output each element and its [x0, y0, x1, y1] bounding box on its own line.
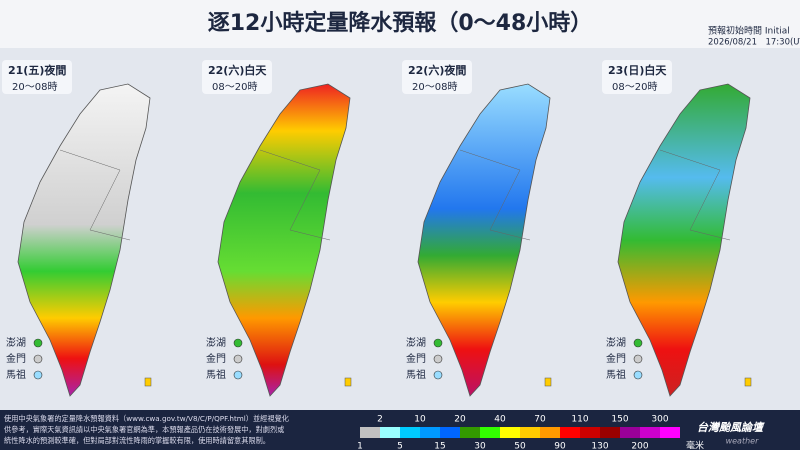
title-bar — [0, 0, 800, 48]
island-dot — [233, 354, 243, 364]
legend-label: 20 — [454, 415, 466, 425]
legend-label: 40 — [494, 415, 506, 425]
panel-day: 22(六)夜間 — [408, 63, 466, 77]
legend-cell — [360, 427, 380, 438]
title: 逐12小時定量降水預報（0～48小時） — [208, 10, 593, 36]
legend-label: 15 — [434, 442, 445, 450]
brand-sub: weather — [726, 437, 759, 446]
legend-cell — [460, 427, 480, 438]
legend-label: 50 — [514, 442, 526, 450]
legend-label: 300 — [651, 415, 668, 425]
island-dot — [233, 338, 243, 348]
legend-cell — [580, 427, 600, 438]
brand: 台灣颱風論壇 — [697, 421, 765, 434]
island-dot — [433, 338, 443, 348]
county-line — [59, 149, 131, 241]
panel-hours: 20～08時 — [412, 81, 457, 93]
legend-cell — [540, 427, 560, 438]
county-line — [259, 149, 331, 241]
init-time: 2026/08/21 17:30(UT — [708, 38, 800, 48]
island-dot — [233, 370, 243, 380]
taiwan-map — [617, 83, 751, 397]
island-label: 澎湖 — [406, 337, 426, 349]
legend-label: 150 — [611, 415, 628, 425]
disclaimer: 使用中央氣象署的定量降水預報資料（www.cwa.gov.tw/V8/C/P/Q… — [4, 414, 289, 423]
island-label: 澎湖 — [206, 337, 226, 349]
island-shape — [744, 377, 752, 387]
legend-label: 1 — [357, 442, 363, 450]
island-shape — [144, 377, 152, 387]
disclaimer: 供參考，實際天氣資訊請以中央氣象署官網為準，本預報產品仍在技術發展中，對劇烈或 — [4, 425, 284, 434]
legend-cell — [620, 427, 640, 438]
island-label: 馬祖 — [406, 368, 426, 381]
panel-hours: 08～20時 — [612, 81, 657, 93]
legend-cell — [560, 427, 580, 438]
legend-label: 30 — [474, 442, 486, 450]
island-label: 馬祖 — [606, 368, 626, 381]
island-dot — [433, 370, 443, 380]
init-label: 預報初始時間 Initial — [708, 25, 790, 37]
panel-day: 23(日)白天 — [608, 63, 667, 77]
island-label: 金門 — [406, 352, 426, 365]
panel-hours: 08～20時 — [212, 81, 257, 93]
panel-hours: 20～08時 — [12, 81, 57, 93]
panel-label-box — [602, 60, 672, 94]
legend-cell — [600, 427, 620, 438]
island-dot — [633, 370, 643, 380]
county-line — [459, 149, 531, 241]
legend-label: 130 — [591, 442, 608, 450]
legend-cell — [660, 427, 680, 438]
legend-cell — [420, 427, 440, 438]
island-dot — [33, 370, 43, 380]
island-shape — [344, 377, 352, 387]
island-dot — [33, 354, 43, 364]
legend-cell — [400, 427, 420, 438]
legend-cell — [480, 427, 500, 438]
panel-label-box — [402, 60, 472, 94]
disclaimer: 統性降水的預測較準確，但對局部對流性降雨的掌握較有限，使用時請留意其限制。 — [4, 436, 270, 445]
legend-label: 110 — [571, 415, 588, 425]
legend-label: 70 — [534, 415, 546, 425]
island-label: 金門 — [6, 352, 26, 365]
legend-label: 90 — [554, 442, 566, 450]
legend-cell — [500, 427, 520, 438]
county-line — [659, 149, 731, 241]
panel-day: 22(六)白天 — [208, 63, 267, 77]
island-dot — [433, 354, 443, 364]
legend-label: 2 — [377, 415, 383, 425]
island-shape — [544, 377, 552, 387]
taiwan-map — [217, 83, 351, 397]
island-dot — [633, 354, 643, 364]
legend-cell — [640, 427, 660, 438]
legend-unit: 毫米 — [686, 440, 704, 450]
legend-cell — [440, 427, 460, 438]
legend-cell — [380, 427, 400, 438]
taiwan-map — [417, 83, 551, 397]
legend-cell — [520, 427, 540, 438]
island-label: 澎湖 — [606, 337, 626, 349]
island-dot — [633, 338, 643, 348]
panel-label-box — [202, 60, 272, 94]
legend-label: 5 — [397, 442, 403, 450]
panel-day: 21(五)夜間 — [8, 63, 66, 77]
taiwan-map — [17, 83, 151, 397]
legend-label: 200 — [631, 442, 648, 450]
island-label: 馬祖 — [206, 368, 226, 381]
panel-label-box — [2, 60, 72, 94]
island-label: 金門 — [206, 352, 226, 365]
island-label: 澎湖 — [6, 337, 26, 349]
island-label: 馬祖 — [6, 368, 26, 381]
island-dot — [33, 338, 43, 348]
legend-label: 10 — [414, 415, 426, 425]
island-label: 金門 — [606, 352, 626, 365]
